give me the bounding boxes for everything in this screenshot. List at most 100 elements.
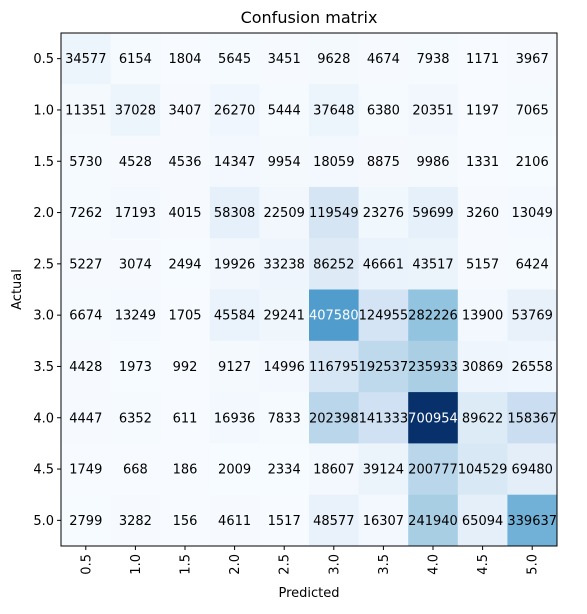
heatmap-cell [507,289,558,342]
cell-value-label: 89622 [462,411,503,426]
heatmap-cell [110,340,161,393]
cell-value-label: 20351 [412,103,453,118]
heatmap-cell [507,340,558,393]
cell-value-label: 37028 [115,103,156,118]
heatmap-cell [309,392,360,444]
heatmap-cell [110,392,161,444]
heatmap-cell [457,289,508,342]
cell-value-label: 9127 [218,360,251,375]
cell-value-label: 5444 [268,103,301,118]
cell-value-label: 6380 [367,103,400,118]
cell-value-label: 69480 [512,463,553,478]
heatmap-cell [408,33,459,85]
heatmap-cell [61,289,112,342]
heatmap-cell [209,443,260,496]
heatmap-cell [309,33,360,85]
plot-frame [60,32,558,547]
cell-value-label: 3282 [119,514,152,529]
heatmap-cell [61,135,112,188]
y-axis-label: Actual [10,269,25,310]
heatmap-cell [110,33,161,85]
heatmap-cell [408,340,459,393]
heatmap-cell [259,494,310,547]
cell-value-label: 65094 [462,514,503,529]
heatmap-cell [110,135,161,188]
cell-value-label: 18607 [313,463,354,478]
heatmap-cell [457,186,508,239]
cell-value-label: 1749 [69,463,102,478]
cell-value-label: 1171 [466,52,499,67]
heatmap-cell [358,33,409,85]
x-tick-label: 5.0 [526,554,541,575]
heatmap-cell [408,135,459,188]
cell-value-label: 43517 [412,257,453,272]
cell-value-label: 119549 [309,206,359,221]
cell-value-label: 3407 [168,103,201,118]
y-tick-label: 4.5 [33,463,54,478]
heatmap-cell [259,135,310,188]
x-tick-label: 1.5 [179,554,194,575]
cell-value-label: 26558 [512,360,553,375]
heatmap-cell [507,84,558,137]
heatmap-cell [507,135,558,188]
cell-value-label: 7833 [268,411,301,426]
cell-value-label: 4674 [367,52,400,67]
cell-value-label: 700954 [408,411,458,426]
heatmap-cell [160,289,211,342]
cell-value-label: 7065 [516,103,549,118]
heatmap-cell [160,392,211,444]
heatmap-cell [209,84,260,137]
heatmap-cells [61,33,558,547]
cell-value-label: 156 [173,514,198,529]
heatmap-cell [209,33,260,85]
cell-value-label: 6154 [119,52,152,67]
heatmap-cell [408,392,459,444]
y-tick-label: 3.0 [33,309,54,324]
cell-value-label: 2009 [218,463,251,478]
cell-value-label: 16936 [214,411,255,426]
cell-value-label: 992 [173,360,198,375]
heatmap-cell [209,238,260,290]
cell-value-label: 668 [123,463,148,478]
cell-value-label: 192537 [359,360,409,375]
heatmap-cell [160,186,211,239]
heatmap-cell [457,135,508,188]
x-tick-label: 3.0 [327,554,342,575]
heatmap-cell [110,494,161,547]
heatmap-cell [209,494,260,547]
cell-value-label: 6674 [69,309,102,324]
heatmap-cell [358,392,409,444]
heatmap-cell [160,238,211,290]
cell-value-label: 235933 [408,360,458,375]
cell-value-label: 3260 [466,206,499,221]
heatmap-cell [259,443,310,496]
cell-value-label: 7938 [416,52,449,67]
heatmap-cell [61,392,112,444]
heatmap-cell [457,443,508,496]
y-tick-label: 4.0 [33,411,54,426]
heatmap-cell [358,84,409,137]
cell-value-label: 2106 [516,155,549,170]
heatmap-cell [259,238,310,290]
heatmap-cell [259,84,310,137]
y-axis-ticks: 0.5 1.0 1.5 2.0 2.5 3.0 3.5 4.0 4.5 5.0 [33,52,61,529]
heatmap-cell [309,340,360,393]
cell-value-label: 37648 [313,103,354,118]
y-tick-label: 2.5 [33,257,54,272]
heatmap-cell [309,135,360,188]
cell-value-label: 11351 [65,103,106,118]
heatmap-cell [259,33,310,85]
heatmap-cell [259,186,310,239]
heatmap-cell [61,443,112,496]
heatmap-cell [507,33,558,85]
heatmap-cell [408,186,459,239]
cell-value-label: 46661 [363,257,404,272]
cell-value-label: 13049 [512,206,553,221]
heatmap-cell [408,238,459,290]
heatmap-cell [61,340,112,393]
heatmap-cell [160,135,211,188]
cell-value-label: 9954 [268,155,301,170]
heatmap-cell [507,443,558,496]
